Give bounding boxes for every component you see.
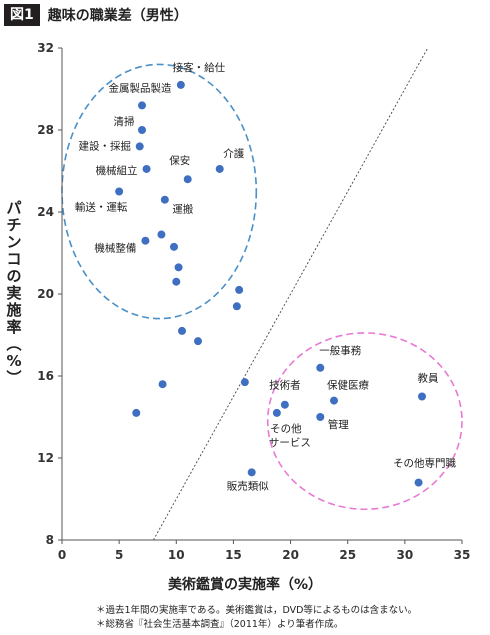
data-point: [235, 285, 244, 294]
point-label: 運搬: [172, 203, 193, 216]
point-label: 管理: [328, 418, 349, 431]
x-tick-label: 20: [282, 548, 299, 562]
point-label: 接客・給仕: [173, 61, 226, 74]
y-axis-label-char: ︵: [6, 335, 22, 353]
point-label: 建設・採掘: [78, 139, 131, 152]
data-point: [280, 400, 289, 409]
y-axis-label-char: の: [6, 267, 22, 285]
data-point: [418, 392, 426, 401]
data-point: [170, 242, 178, 251]
data-point: [272, 408, 281, 417]
data-point: [132, 408, 141, 417]
point-label: 機械組立: [96, 164, 138, 177]
y-axis-label-char: 実: [6, 284, 22, 302]
point-label: 清掃: [114, 115, 135, 128]
data-point: [138, 101, 146, 110]
point-label: 技術者: [269, 379, 301, 392]
y-axis-label-char: ン: [6, 233, 22, 251]
y-axis-label: パチンコの実施率 ︵% ︶: [2, 200, 26, 387]
cluster-circle: [61, 63, 258, 320]
figure-header: 図1 趣味の職業差（男性）: [4, 4, 188, 26]
data-point: [194, 337, 202, 346]
footnote: ＊総務省『社会生活基本調査』（2011年）より筆者作成。: [96, 619, 344, 630]
y-axis-label-char: 施: [6, 301, 22, 319]
point-label: 保健医療: [327, 379, 369, 392]
footnote: ＊過去1年間の実施率である。美術鑑賞は，DVD等によるものは含まない。: [96, 605, 418, 616]
reference-line: [153, 47, 429, 541]
y-tick-label: 12: [37, 451, 54, 465]
y-tick-label: 20: [37, 287, 54, 301]
data-point: [158, 380, 167, 389]
x-axis-label: 美術鑑賞の実施率（%）: [167, 577, 323, 593]
x-tick-label: 25: [339, 548, 356, 562]
data-point: [142, 164, 151, 173]
point-label: 金属製品製造: [109, 81, 172, 94]
point-label: その他: [270, 422, 302, 435]
y-axis-label-char: コ: [6, 250, 22, 268]
data-point: [316, 363, 325, 372]
data-point: [172, 277, 181, 286]
data-point: [141, 236, 150, 245]
y-tick-label: 32: [37, 41, 54, 55]
y-tick-label: 24: [37, 205, 54, 219]
footnotes: ＊過去1年間の実施率である。美術鑑賞は，DVD等によるものは含まない。 ＊総務省…: [96, 604, 417, 632]
point-label: その他専門職: [393, 457, 456, 470]
y-axis-label-char: ︶: [6, 369, 22, 387]
data-point: [157, 230, 166, 239]
data-point: [135, 142, 144, 151]
x-tick-label: 30: [397, 548, 414, 562]
axes: 0 5 10 15 20 25 30 35 8 12 16 20 24 28 32: [37, 41, 470, 562]
data-point: [160, 195, 169, 204]
cluster-circle: [266, 332, 463, 511]
data-point: [176, 80, 185, 89]
data-points: [115, 80, 426, 487]
y-tick-label: 28: [37, 123, 54, 137]
data-point: [247, 468, 256, 477]
data-point: [240, 378, 249, 387]
data-point: [115, 187, 124, 196]
data-point: [316, 413, 325, 421]
point-label: 輸送・運転: [75, 201, 128, 214]
x-tick-label: 0: [58, 548, 66, 562]
point-label: 教員: [418, 372, 439, 385]
y-axis-label-char: チ: [6, 216, 22, 234]
data-point: [183, 175, 192, 184]
point-label: サービス: [269, 437, 311, 449]
point-label: 保安: [169, 154, 190, 167]
y-axis-label-char: %: [6, 352, 22, 370]
point-label: 機械整備: [94, 242, 136, 255]
y-axis-label-char: パ: [6, 199, 22, 217]
data-point: [138, 126, 146, 134]
x-tick-label: 5: [115, 548, 123, 562]
y-axis-label-char: 率: [6, 318, 22, 336]
x-tick-label: 35: [454, 548, 471, 562]
chart-title: 趣味の職業差（男性）: [47, 8, 188, 24]
data-point: [232, 302, 241, 311]
y-tick-label: 16: [37, 369, 54, 383]
figure-number-badge: 図1: [4, 4, 40, 26]
data-point: [174, 263, 183, 272]
reference-line-group: [153, 47, 429, 541]
data-point: [215, 164, 224, 173]
data-point: [414, 478, 423, 487]
point-label: 販売類似: [227, 479, 269, 492]
y-tick-label: 8: [46, 533, 54, 547]
x-tick-label: 10: [168, 548, 185, 562]
data-point: [178, 326, 186, 335]
point-label: 介護: [223, 147, 244, 160]
data-point: [330, 396, 338, 405]
x-tick-label: 15: [225, 548, 242, 562]
point-label: 一般事務: [319, 344, 361, 357]
cluster-circles: [61, 63, 463, 511]
